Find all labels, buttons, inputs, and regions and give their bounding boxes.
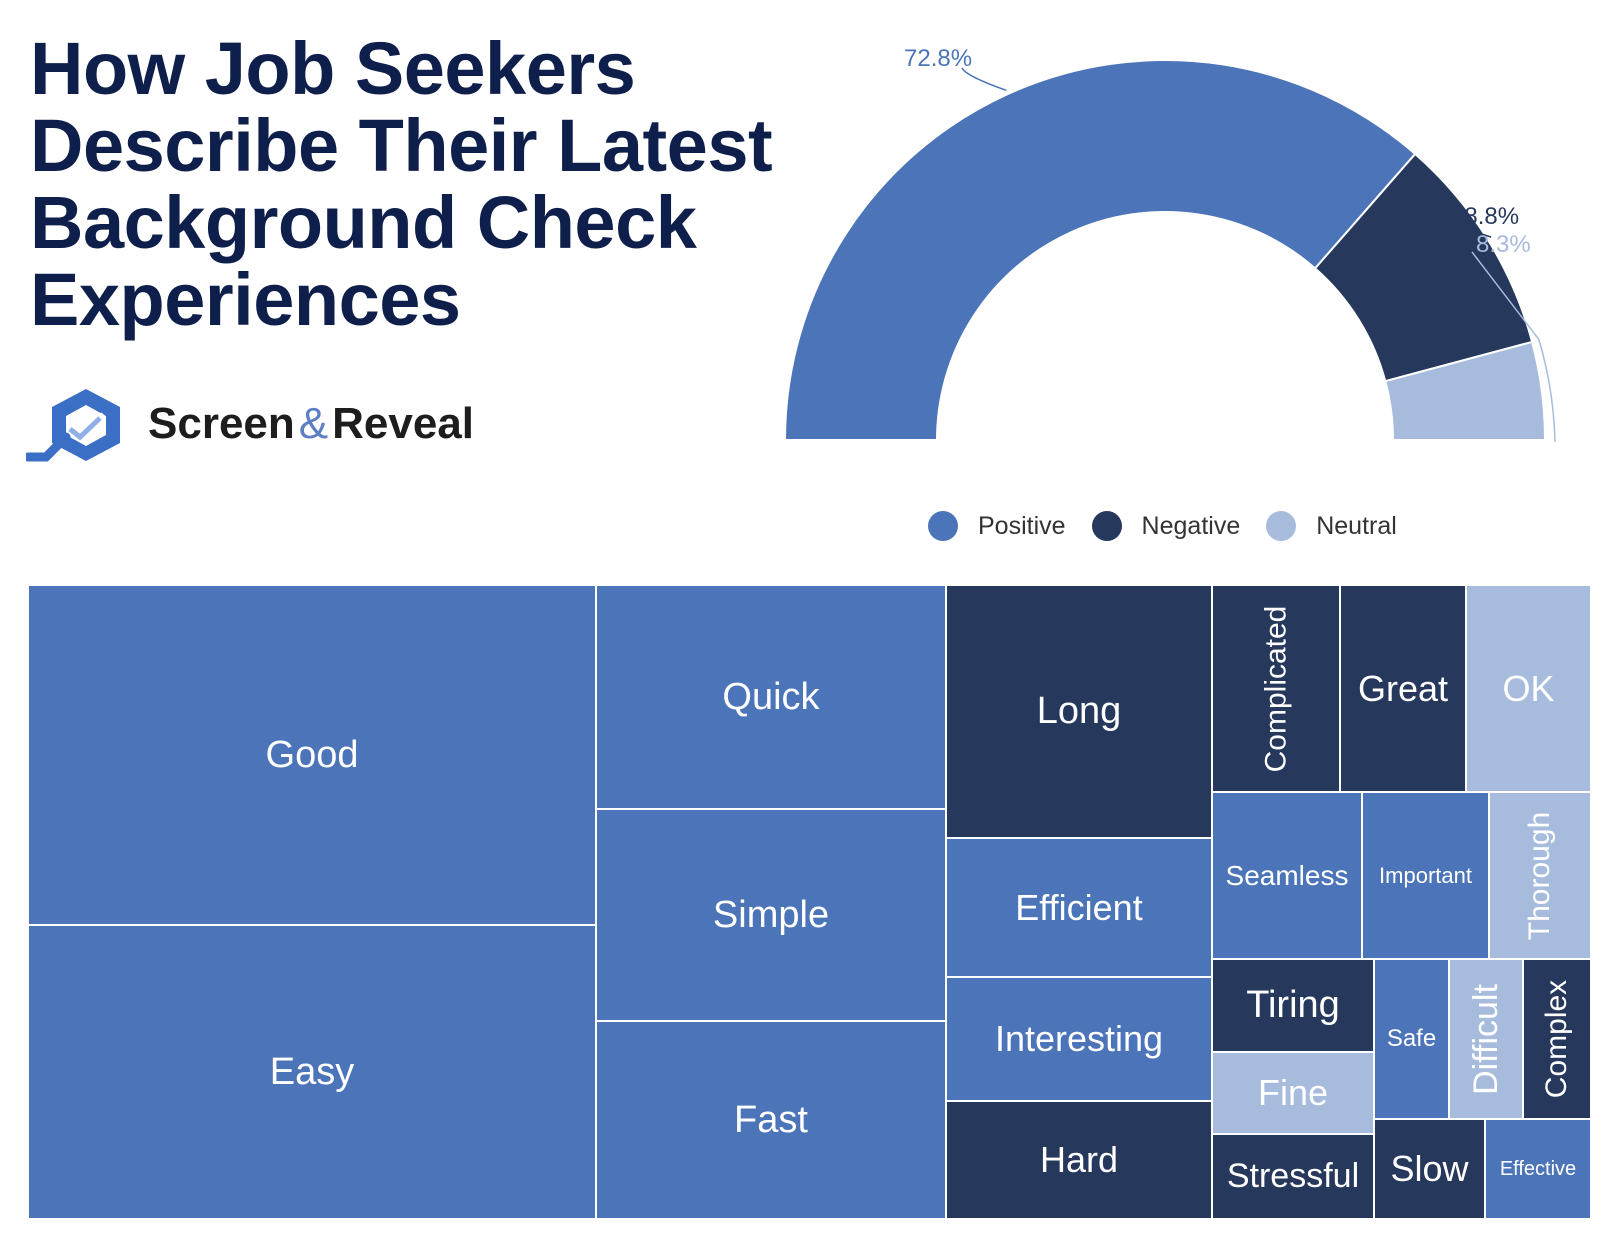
treemap-cell-label: Seamless [1225, 859, 1349, 891]
donut-labels: 72.8% 18.8%8.3% [904, 45, 1556, 443]
donut-value-label: 8.3% [1476, 231, 1531, 258]
brand-logo: Screen&Reveal [23, 385, 526, 475]
treemap-cell-thorough: Thorough [1489, 792, 1591, 959]
brand-ampersand: & [298, 399, 329, 448]
donut-value-label: 18.8% [1451, 203, 1519, 230]
treemap-cell-label: Slow [1390, 1148, 1469, 1189]
legend-label: Positive [978, 511, 1066, 540]
treemap-cell-label: Simple [712, 893, 830, 936]
donut-leader-line [1444, 225, 1492, 238]
legend-swatch [1091, 511, 1122, 541]
title-line: Experiences [30, 258, 461, 341]
title-line: Describe Their Latest [30, 104, 773, 187]
brand-name: Screen&Reveal [148, 399, 474, 449]
treemap-cell-long: Long [946, 585, 1212, 838]
legend-item-negative: Negative [1091, 511, 1241, 541]
treemap-cell-label: Efficient [1015, 886, 1143, 928]
donut-leader-line [961, 67, 1007, 92]
treemap-cell-label: Easy [269, 1050, 355, 1093]
chart-legend: Positive Negative Neutral [928, 506, 1423, 546]
treemap-cell-label: Difficult [1466, 983, 1505, 1095]
treemap-cell-efficient: Efficient [946, 838, 1212, 977]
treemap-cell-fast: Fast [596, 1021, 946, 1219]
treemap-cell-label: Stressful [1226, 1157, 1360, 1195]
treemap-cell-fine: Fine [1212, 1052, 1374, 1134]
treemap-cell-interesting: Interesting [946, 977, 1212, 1101]
legend-swatch [1266, 511, 1297, 541]
legend-item-positive: Positive [928, 511, 1066, 541]
brand-name-left: Screen [148, 399, 295, 448]
treemap-cell-label: Effective [1499, 1157, 1577, 1180]
legend-item-neutral: Neutral [1266, 511, 1397, 541]
sentiment-semi-donut: 72.8% 18.8%8.3% [783, 45, 1556, 443]
legend-label: Neutral [1316, 511, 1397, 540]
treemap-cell-great: Great [1340, 585, 1466, 792]
treemap-cell-label: Interesting [994, 1018, 1164, 1059]
treemap-cell-label: Fine [1257, 1072, 1329, 1113]
donut-leader-line [1471, 251, 1556, 443]
treemap-cell-label: Fast [734, 1098, 808, 1141]
brand-name-right: Reveal [332, 399, 475, 448]
treemap-cell-label: Long [1036, 690, 1122, 732]
treemap-cell-label: Good [265, 733, 359, 776]
legend-label: Negative [1141, 511, 1241, 540]
legend-swatch [928, 511, 958, 541]
treemap-cell-label: Thorough [1523, 811, 1556, 940]
treemap-cell-important: Important [1362, 792, 1489, 959]
donut-value-label: 72.8% [904, 45, 972, 72]
treemap-cell-easy: Easy [28, 925, 596, 1219]
treemap-cell-hard: Hard [946, 1101, 1212, 1219]
treemap-cell-difficult: Difficult [1449, 959, 1523, 1119]
treemap-cell-ok: OK [1466, 585, 1591, 792]
treemap-cell-good: Good [28, 585, 596, 925]
treemap-cell-label: Tiring [1246, 984, 1340, 1026]
treemap-cell-label: OK [1502, 667, 1555, 709]
treemap-cell-simple: Simple [596, 809, 946, 1021]
treemap-cell-safe: Safe [1374, 959, 1449, 1119]
treemap-cell-label: Important [1379, 862, 1472, 888]
treemap-cell-tiring: Tiring [1212, 959, 1374, 1052]
title-line: Background Check [30, 181, 697, 264]
treemap-cell-label: Safe [1386, 1025, 1437, 1052]
title-line: How Job Seekers [30, 27, 636, 110]
hexagon-check-icon [23, 389, 120, 462]
word-treemap: Good Easy Quick Simple Fast Long Efficient Inte… [28, 585, 1603, 1219]
donut-slice-neutral [1384, 340, 1547, 441]
treemap-cell-label: Complicated [1259, 605, 1292, 772]
treemap-cell-quick: Quick [596, 585, 946, 809]
chart-title: How Job Seekers Describe Their Latest Ba… [30, 30, 830, 338]
treemap-cell-complex: Complex [1523, 959, 1591, 1119]
treemap-cell-complicated: Complicated [1212, 585, 1340, 792]
treemap-cell-label: Quick [722, 675, 820, 718]
donut-slice-positive [783, 59, 1417, 441]
treemap-cell-label: Hard [1039, 1139, 1119, 1180]
treemap-cell-slow: Slow [1374, 1119, 1485, 1219]
treemap-cell-effective: Effective [1485, 1119, 1591, 1219]
donut-slices [783, 59, 1547, 441]
treemap-cell-seamless: Seamless [1212, 792, 1362, 959]
treemap-cell-stressful: Stressful [1212, 1134, 1374, 1219]
treemap-cell-label: Great [1357, 667, 1449, 709]
treemap-cell-label: Complex [1540, 979, 1573, 1099]
